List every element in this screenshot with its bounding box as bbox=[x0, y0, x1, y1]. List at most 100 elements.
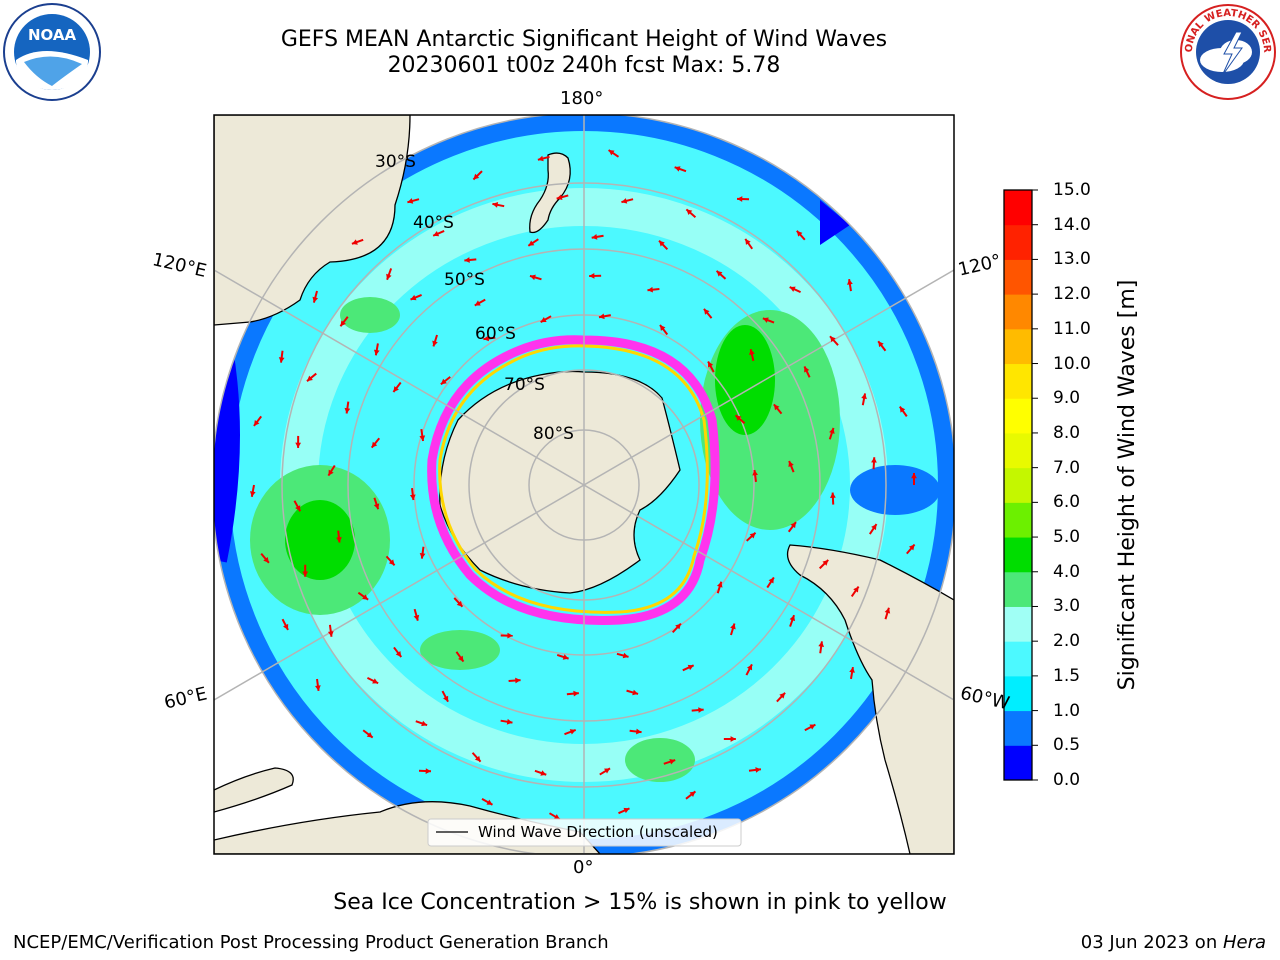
wind-arrow-head bbox=[752, 469, 758, 476]
lat-label-80s: 80°S bbox=[533, 424, 574, 444]
wind-arrow-head bbox=[443, 695, 449, 702]
wind-arrow-head bbox=[686, 209, 693, 216]
wind-arrow-head bbox=[659, 240, 665, 247]
wind-arrow-head bbox=[830, 336, 836, 343]
wind-arrow-head bbox=[473, 173, 480, 180]
wind-arrow-head bbox=[669, 758, 676, 765]
wind-arrow-head bbox=[432, 340, 438, 347]
wind-arrow-head bbox=[515, 677, 521, 684]
wind-arrow-head bbox=[908, 544, 915, 551]
wind-arrow-head bbox=[796, 230, 803, 237]
nws-logo: NATIONAL WEATHER SERVICE bbox=[1178, 2, 1276, 100]
wind-arrow-head bbox=[804, 366, 810, 373]
wind-arrow-head bbox=[492, 202, 499, 208]
colorbar-tick-label: 15.0 bbox=[1053, 180, 1091, 200]
wind-arrow-head bbox=[621, 198, 628, 204]
wind-arrow-head bbox=[366, 732, 373, 738]
colorbar-tick-label: 12.0 bbox=[1053, 284, 1091, 305]
wind-arrow-head bbox=[622, 652, 629, 659]
wind-arrow-head bbox=[249, 491, 256, 497]
colorbar-tick-label: 3.0 bbox=[1053, 596, 1081, 617]
noaa-logo: NOAA bbox=[3, 3, 101, 101]
wind-arrow-head bbox=[278, 357, 285, 363]
lat-label-30s: 30°S bbox=[375, 152, 416, 172]
wind-arrow-head bbox=[853, 586, 859, 593]
wind-arrow-head bbox=[456, 600, 463, 607]
colorbar-tick-label: 10.0 bbox=[1053, 353, 1091, 374]
wind-arrow-head bbox=[528, 240, 535, 246]
colorbar-cell bbox=[1004, 675, 1032, 712]
wind-arrow-head bbox=[253, 420, 260, 426]
wind-arrow-head bbox=[386, 273, 392, 280]
colorbar-tick-label: 8.0 bbox=[1053, 422, 1081, 443]
colorbar-cell bbox=[1004, 502, 1032, 538]
colorbar-cell bbox=[1004, 745, 1032, 781]
wind-arrow-head bbox=[474, 755, 481, 762]
wind-arrow-head bbox=[283, 623, 289, 630]
land-australia bbox=[214, 115, 411, 326]
wind-arrow-head bbox=[340, 320, 346, 327]
wind-arrow-head bbox=[506, 718, 513, 725]
wind-arrow-head bbox=[604, 768, 611, 774]
wind-arrow-head bbox=[884, 607, 891, 614]
wind-arrow-head bbox=[344, 407, 351, 414]
wind-arrow-head bbox=[636, 728, 642, 735]
wind-arrow-head bbox=[351, 239, 358, 245]
wind-arrow-head bbox=[373, 503, 380, 510]
colorbar-cell bbox=[1004, 190, 1032, 226]
wind-arrow-head bbox=[409, 494, 416, 501]
lat-label-50s: 50°S bbox=[444, 270, 485, 290]
colorbar-cell bbox=[1004, 641, 1032, 677]
wind-arrow-head bbox=[768, 577, 774, 584]
wind-arrow-head bbox=[591, 234, 598, 240]
land-south-america bbox=[786, 544, 954, 854]
lon-label-180: 180° bbox=[560, 88, 604, 109]
wind-arrow-head bbox=[789, 286, 796, 292]
wind-arrow-head bbox=[507, 632, 513, 639]
land-antarctica bbox=[439, 370, 681, 594]
wind-arrow-head bbox=[716, 270, 723, 277]
colorbar-tick-label: 11.0 bbox=[1053, 318, 1091, 339]
colorbar-cell bbox=[1004, 432, 1032, 469]
lon-label-0: 0° bbox=[573, 857, 594, 878]
footer-machine: Hera bbox=[1222, 932, 1266, 953]
colorbar-tick-label: 9.0 bbox=[1053, 388, 1081, 409]
wind-arrow-head bbox=[623, 807, 630, 814]
wind-arrow-head bbox=[849, 667, 855, 673]
colorbar-cell bbox=[1004, 224, 1032, 260]
colorbar-tick-label: 13.0 bbox=[1053, 249, 1091, 270]
wind-arrow-head bbox=[716, 581, 723, 588]
sea-ice-caption: Sea Ice Concentration > 15% is shown in … bbox=[333, 890, 947, 915]
graticule bbox=[214, 115, 954, 854]
wind-arrow-head bbox=[540, 770, 547, 776]
wind-arrow-head bbox=[483, 335, 489, 342]
wind-arrow-head bbox=[809, 724, 816, 730]
land-new-zealand bbox=[529, 152, 571, 234]
wind-arrow-head bbox=[659, 324, 666, 331]
wind-arrow-head bbox=[537, 155, 544, 162]
colorbar-tick-label: 1.5 bbox=[1053, 665, 1081, 686]
land-madagascar bbox=[214, 767, 294, 813]
wind-arrow-head bbox=[878, 341, 884, 348]
map-frame bbox=[213, 114, 955, 855]
wind-arrow-head bbox=[425, 768, 431, 774]
wind-arrow-head bbox=[388, 559, 395, 566]
wind-arrow-head bbox=[703, 308, 710, 315]
wind-arrow-head bbox=[830, 492, 836, 498]
wind-arrow-head bbox=[336, 537, 342, 543]
wind-arrow-head bbox=[746, 664, 753, 671]
wind-arrow-head bbox=[410, 294, 417, 301]
wind-arrow-head bbox=[871, 457, 877, 463]
colorbar-tick-label: 2.0 bbox=[1053, 631, 1081, 652]
colorbar-tick-label: 5.0 bbox=[1053, 527, 1081, 548]
wind-arrow-head bbox=[362, 594, 369, 600]
wind-arrow-head bbox=[407, 198, 414, 204]
wind-arrow-head bbox=[327, 631, 334, 637]
sea-ice-edge bbox=[427, 335, 720, 625]
wind-arrow-head bbox=[745, 238, 751, 245]
colorbar-cell bbox=[1004, 571, 1032, 607]
wind-arrow-head bbox=[911, 473, 917, 479]
colorbar-cell bbox=[1004, 363, 1032, 399]
wind-arrow-head bbox=[328, 469, 334, 476]
wind-arrow-head bbox=[440, 378, 447, 385]
